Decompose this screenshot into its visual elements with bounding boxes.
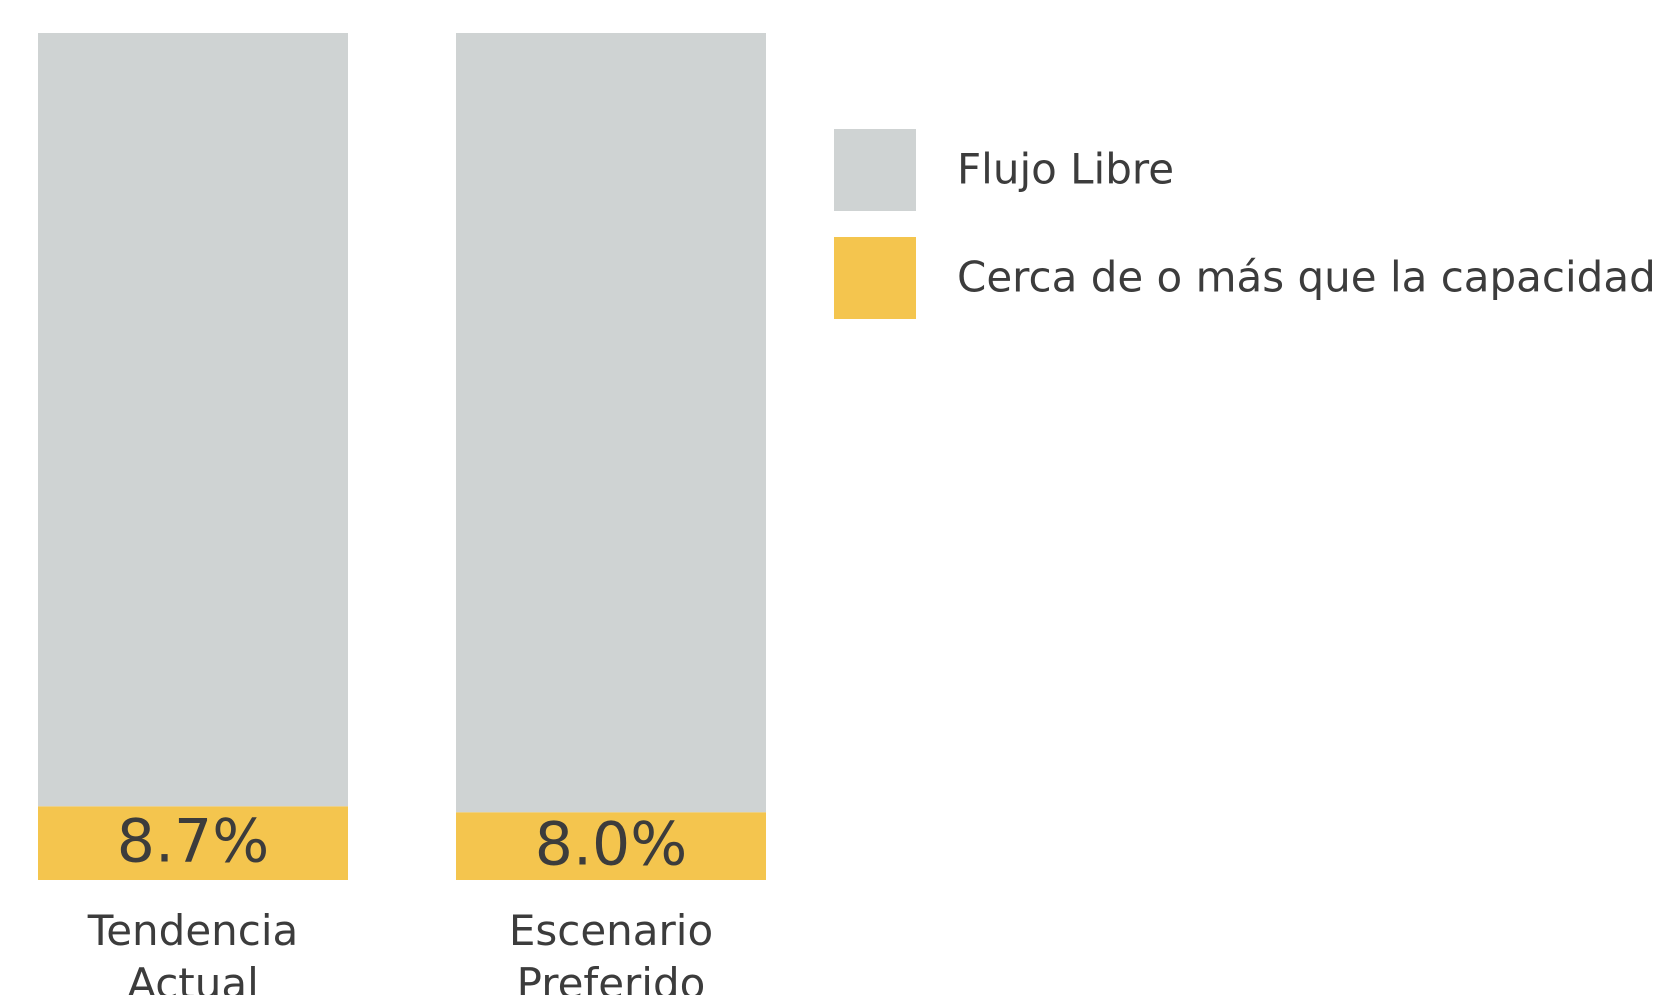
value-label: 8.7% [117,807,269,877]
legend-swatch [834,129,916,211]
bar-segment [38,33,348,807]
value-label: 8.0% [535,810,687,880]
legend-swatch [834,237,916,319]
x-tick-label: Escenario Preferido [508,906,714,995]
legend-label: Flujo Libre [957,145,1174,194]
x-label-box: Tendencia Actual [87,906,299,995]
bar-segment [456,812,766,880]
legend-label: Cerca de o más que la capacidad [957,253,1656,302]
bar-segment [456,33,766,813]
x-label-box: Escenario Preferido [508,906,714,995]
bar-segment [38,806,348,880]
x-tick-label: Tendencia Actual [87,906,299,995]
